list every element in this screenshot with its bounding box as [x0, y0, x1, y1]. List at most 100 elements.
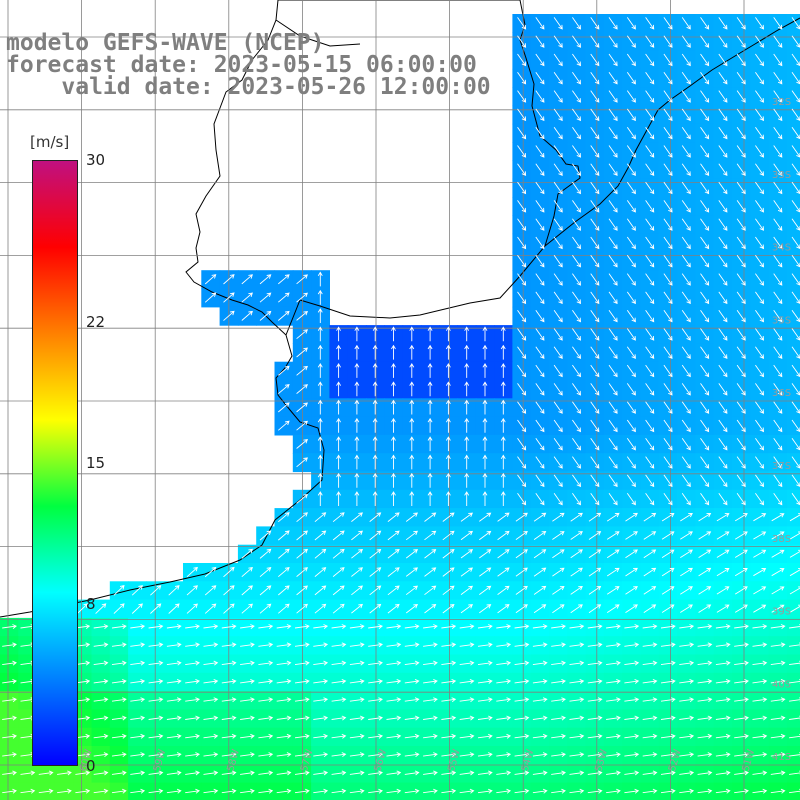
wind-arrow — [404, 715, 420, 721]
wind-arrow — [698, 549, 712, 558]
wind-arrow — [185, 624, 200, 629]
wind-arrow — [606, 586, 620, 595]
wind-arrow — [681, 474, 691, 488]
wind-arrow — [405, 549, 418, 559]
wind-arrow — [93, 788, 109, 794]
wind-arrow — [663, 328, 673, 341]
wind-arrow — [553, 163, 563, 177]
wind-arrow — [313, 642, 329, 648]
wind-arrow — [645, 236, 655, 250]
wind-arrow — [241, 585, 253, 596]
wind-arrow — [515, 530, 528, 540]
wind-arrow — [553, 456, 563, 469]
wind-arrow — [752, 752, 768, 758]
wind-arrow — [587, 715, 603, 721]
wind-speed-cell — [786, 581, 800, 601]
wind-arrow — [773, 53, 783, 67]
wind-arrow — [624, 733, 640, 739]
wind-arrow — [697, 624, 713, 629]
wind-arrow — [660, 678, 676, 684]
wind-arrow — [645, 438, 655, 451]
wind-arrow — [185, 733, 200, 739]
wind-arrow — [369, 512, 382, 522]
wind-arrow — [700, 200, 710, 213]
wind-arrow — [679, 770, 695, 776]
wind-arrow — [354, 417, 360, 433]
wind-arrow — [569, 678, 585, 684]
wind-speed-cell — [786, 50, 800, 70]
wind-arrow — [663, 126, 673, 140]
wind-arrow — [57, 770, 72, 776]
wind-arrow — [294, 678, 310, 684]
wind-arrow — [258, 697, 274, 703]
wind-arrow — [734, 733, 749, 739]
wind-arrow — [789, 715, 800, 721]
wind-arrow — [771, 586, 785, 595]
latitude-label: 40S — [772, 679, 791, 690]
wind-arrow — [423, 788, 438, 794]
wind-arrow — [681, 346, 691, 360]
wind-arrow — [517, 90, 527, 103]
wind-arrow — [278, 292, 290, 303]
wind-arrow — [441, 715, 457, 721]
wind-arrow — [496, 715, 512, 721]
wind-arrow — [532, 642, 548, 648]
wind-arrow — [130, 752, 146, 758]
wind-speed-cell — [786, 453, 800, 473]
wind-arrow — [351, 603, 363, 614]
latitude-labels: 32S 33S 34S 35S 36S 37S 38S 39S 40S 41S — [772, 97, 791, 763]
wind-speed-cell — [786, 32, 800, 52]
wind-arrow — [240, 642, 255, 648]
wind-arrow — [570, 567, 583, 577]
model-title: modelo GEFS-WAVE (NCEP) — [6, 30, 325, 56]
wind-arrow — [445, 417, 451, 433]
wind-arrow — [221, 624, 237, 629]
wind-arrow — [551, 624, 566, 629]
wind-arrow — [715, 678, 731, 684]
wind-arrow — [514, 660, 530, 666]
wind-arrow — [517, 236, 527, 250]
wind-arrow — [570, 531, 583, 540]
wind-arrow — [464, 399, 470, 415]
wind-arrow — [590, 145, 600, 158]
wind-arrow — [700, 145, 710, 158]
latitude-label: 41S — [772, 752, 791, 763]
wind-arrow — [535, 126, 545, 140]
wind-arrow — [464, 491, 470, 506]
wind-arrow — [240, 752, 255, 758]
wind-arrow — [681, 218, 691, 231]
wind-arrow — [497, 530, 510, 541]
wind-arrow — [736, 492, 746, 506]
wind-arrow — [386, 788, 402, 794]
wind-arrow — [372, 363, 378, 378]
wind-arrow — [590, 35, 600, 48]
wind-arrow — [111, 678, 127, 684]
wind-arrow — [368, 660, 383, 666]
wind-arrow — [496, 733, 512, 739]
wind-arrow — [553, 72, 563, 85]
wind-arrow — [681, 90, 691, 103]
wind-arrow — [661, 513, 675, 522]
wind-arrow — [773, 383, 783, 396]
wind-arrow — [535, 492, 545, 506]
wind-arrow — [497, 585, 510, 595]
wind-arrow — [317, 326, 323, 342]
wind-arrow — [185, 678, 200, 684]
wind-arrow — [590, 218, 600, 231]
wind-arrow — [204, 292, 217, 303]
wind-arrow — [386, 715, 402, 721]
wind-arrow — [755, 255, 765, 268]
wind-arrow — [608, 17, 618, 30]
wind-arrow — [755, 35, 765, 48]
wind-arrow — [441, 697, 457, 703]
wind-arrow — [698, 513, 712, 522]
wind-arrow — [535, 438, 545, 451]
wind-arrow — [660, 788, 676, 794]
wind-arrow — [553, 328, 563, 341]
wind-arrow — [608, 346, 618, 360]
wind-arrow — [95, 603, 107, 614]
wind-arrow — [736, 273, 746, 286]
wind-arrow — [185, 642, 200, 648]
wind-arrow — [773, 328, 783, 341]
wind-arrow — [2, 752, 17, 758]
